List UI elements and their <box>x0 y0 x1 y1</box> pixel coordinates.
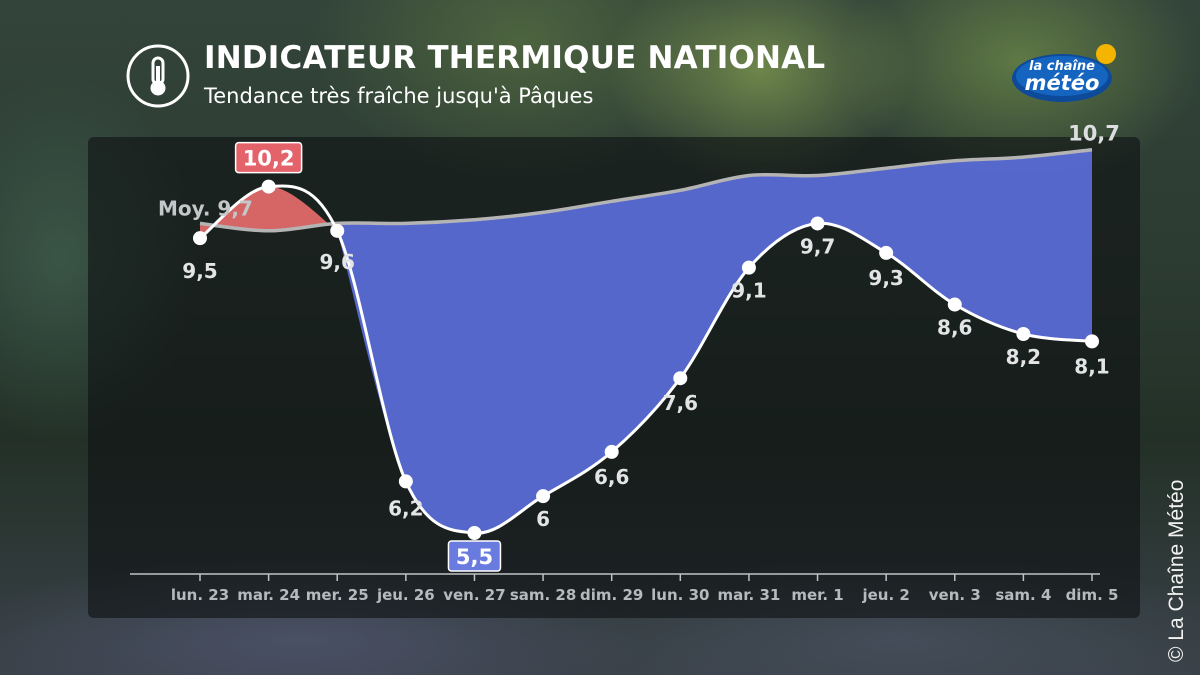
data-label: 6,6 <box>594 465 629 489</box>
data-label: 10,2 <box>243 147 295 171</box>
data-label: 7,6 <box>663 391 698 415</box>
data-point <box>193 231 207 246</box>
x-tick-label: lun. 30 <box>651 586 709 604</box>
logo-line2: météo <box>1025 71 1100 95</box>
x-tick-label: mar. 31 <box>718 586 781 604</box>
data-point <box>741 260 756 275</box>
data-label: 6 <box>536 507 550 531</box>
data-label: 9,5 <box>182 259 217 283</box>
x-tick-label: lun. 23 <box>171 586 229 604</box>
data-point <box>398 474 413 489</box>
data-label: 9,7 <box>800 234 835 258</box>
data-point <box>467 526 482 540</box>
la-chaine-meteo-logo: la chaîne météo <box>1012 44 1116 102</box>
data-label: 8,1 <box>1074 354 1109 378</box>
x-tick-label: ven. 3 <box>929 586 981 604</box>
data-label: 9,6 <box>320 250 355 274</box>
data-label: 6,2 <box>388 496 423 520</box>
below-normal-area <box>337 149 1092 534</box>
x-tick-label: jeu. 2 <box>861 586 909 604</box>
data-point <box>261 179 276 194</box>
above-normal-area <box>200 186 338 239</box>
x-tick-label: sam. 4 <box>995 586 1051 604</box>
data-point <box>810 216 825 231</box>
logo-line1: la chaîne <box>1029 59 1095 74</box>
x-tick-label: mer. 25 <box>306 586 369 604</box>
x-tick-label: dim. 5 <box>1066 586 1119 604</box>
chart-title: INDICATEUR THERMIQUE NATIONAL <box>204 40 826 76</box>
normal-end-label: 10,7 <box>1068 122 1120 146</box>
data-point <box>879 245 894 260</box>
copyright-text: © La Chaîne Météo <box>1165 479 1188 662</box>
chart-subtitle: Tendance très fraîche jusqu'à Pâques <box>204 84 594 108</box>
normal-start-label: Moy. 9,7 <box>158 196 253 220</box>
x-tick-label: jeu. 26 <box>376 586 435 604</box>
data-point <box>536 489 551 504</box>
x-tick-label: ven. 27 <box>443 586 505 604</box>
data-label: 9,3 <box>868 266 903 290</box>
min-value-badge <box>447 540 502 572</box>
data-label: 9,1 <box>731 279 766 303</box>
data-point <box>673 371 688 386</box>
data-label: 8,2 <box>1006 345 1041 369</box>
data-label: 5,5 <box>456 545 493 569</box>
x-tick-label: sam. 28 <box>510 586 576 604</box>
max-value-badge <box>234 141 303 174</box>
x-tick-label: dim. 29 <box>580 586 643 604</box>
normal-line <box>199 147 1093 233</box>
x-tick-label: mar. 24 <box>237 586 300 604</box>
data-point <box>330 223 345 238</box>
data-point <box>947 297 962 312</box>
data-point <box>604 444 619 459</box>
data-label: 8,6 <box>937 316 972 340</box>
thermometer-icon <box>126 44 190 108</box>
data-point <box>1016 327 1031 341</box>
data-point <box>1085 334 1099 349</box>
x-tick-label: mer. 1 <box>791 586 843 604</box>
